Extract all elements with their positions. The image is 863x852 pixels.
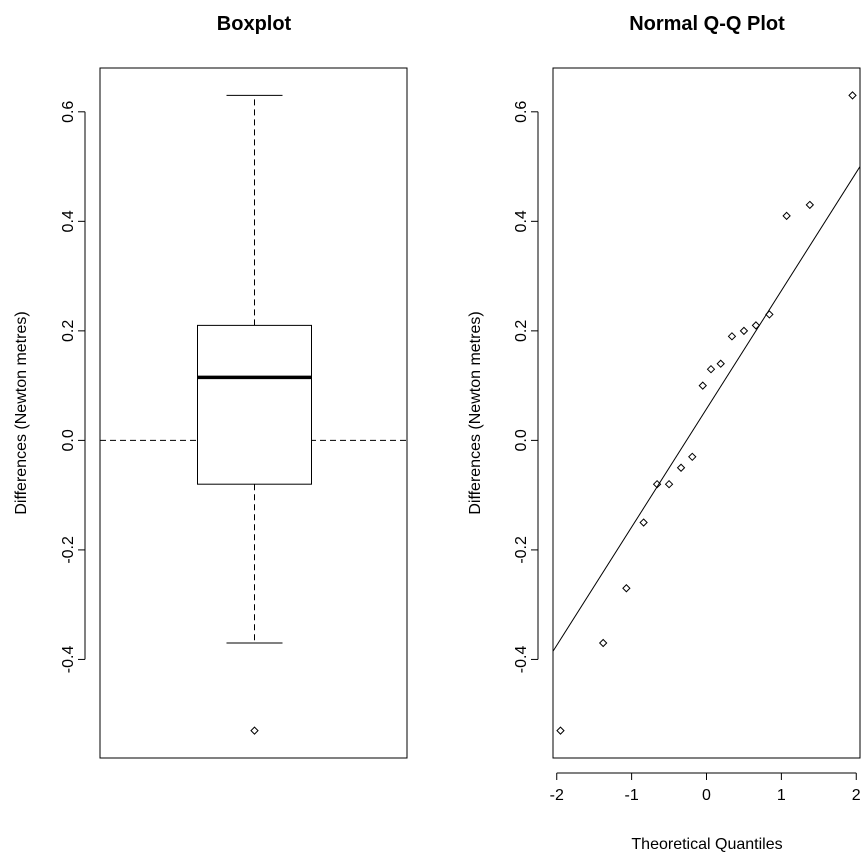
boxplot-marks — [100, 94, 407, 735]
qq-x-axis-label: Theoretical Quantiles — [631, 836, 782, 852]
qq-x-tick-label: 0 — [702, 787, 711, 804]
qq-point — [739, 326, 749, 336]
qq-points — [556, 91, 857, 735]
qq-point — [556, 726, 565, 735]
qq-x-tick-label: 2 — [852, 787, 861, 804]
qq-y-axis-label: Differences (Newton metres) — [467, 311, 484, 514]
qq-y-tick-label: 0.0 — [513, 429, 530, 451]
boxplot-title: Boxplot — [217, 13, 292, 35]
boxplot-box — [197, 324, 312, 485]
qq-point — [622, 584, 631, 593]
qq-reference-line — [553, 166, 860, 652]
qq-point — [805, 200, 815, 210]
qq-x-tick-label: 1 — [777, 787, 786, 804]
qq-y-axis: -0.4 -0.2 0.0 0.2 0.4 0.6 — [513, 101, 539, 674]
boxplot-y-tick-label: 0.6 — [60, 101, 77, 123]
qq-y-tick-label: -0.4 — [513, 646, 530, 674]
boxplot-y-tick-label: -0.4 — [60, 646, 77, 674]
qq-point — [688, 452, 697, 462]
boxplot-y-tick-label: -0.2 — [60, 536, 77, 564]
boxplot-y-tick-label: 0.2 — [60, 320, 77, 342]
boxplot-outlier-point — [250, 726, 259, 735]
boxplot-frame — [99, 67, 408, 759]
qq-point — [676, 463, 686, 472]
qq-point — [706, 364, 716, 374]
boxplot-y-axis-label: Differences (Newton metres) — [13, 311, 30, 514]
qq-y-tick-label: -0.2 — [513, 536, 530, 564]
boxplot-panel: Boxplot Differences (Newton metres) -0.4… — [13, 13, 408, 759]
qq-y-tick-label: 0.4 — [513, 210, 530, 232]
qq-reference-line-group — [553, 166, 860, 652]
qq-y-tick-label: 0.2 — [513, 320, 530, 342]
boxplot-y-tick-label: 0.0 — [60, 429, 77, 451]
qq-point — [664, 479, 674, 489]
qq-frame — [552, 67, 861, 759]
qq-x-tick-label: -2 — [550, 787, 564, 804]
qq-x-tick-label: -1 — [625, 787, 639, 804]
qq-point — [765, 310, 774, 319]
qq-x-axis: -2 -1 0 1 2 — [550, 772, 861, 804]
qq-point — [782, 211, 791, 221]
qq-title: Normal Q-Q Plot — [629, 13, 785, 35]
qq-panel: Normal Q-Q Plot Differences (Newton metr… — [467, 13, 861, 852]
qq-point — [652, 479, 662, 489]
qq-point — [727, 332, 737, 341]
qq-point — [639, 518, 648, 527]
qq-point — [698, 381, 707, 390]
qq-y-tick-label: 0.6 — [513, 101, 530, 123]
qq-point — [598, 638, 608, 648]
qq-point — [716, 359, 725, 368]
qq-point — [848, 91, 857, 100]
boxplot-y-tick-label: 0.4 — [60, 210, 77, 232]
boxplot-y-axis: -0.4 -0.2 0.0 0.2 0.4 0.6 — [60, 101, 86, 674]
qq-point — [751, 321, 761, 330]
